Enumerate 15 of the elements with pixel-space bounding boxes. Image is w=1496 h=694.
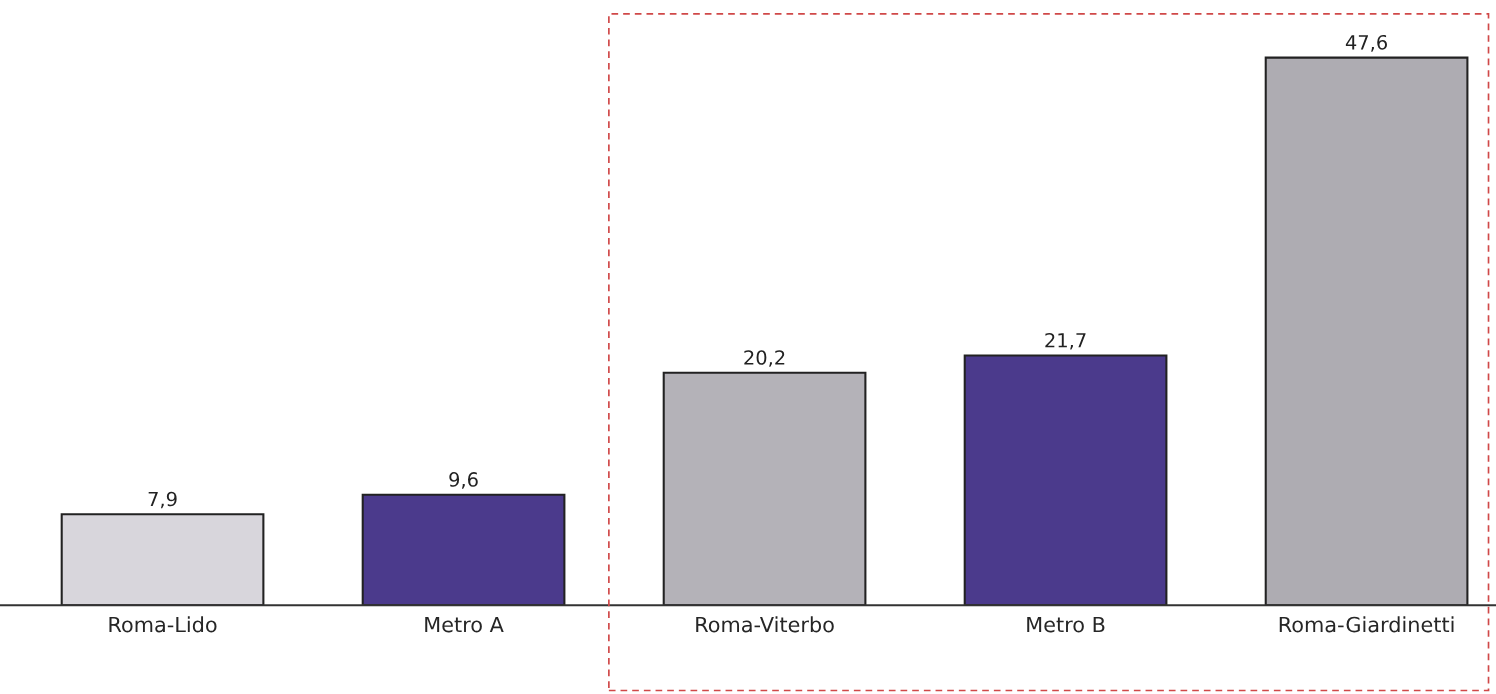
x-tick-label: Roma-Viterbo	[696, 616, 834, 633]
x-tick-label: Roma-Giardinetti	[1279, 616, 1454, 633]
bar	[662, 371, 867, 606]
data-label: 47,6	[1345, 34, 1387, 52]
x-tick-label: Metro A	[425, 616, 504, 633]
bar	[60, 513, 265, 606]
bar	[1264, 56, 1469, 606]
x-tick-label: Roma-Lido	[109, 616, 217, 633]
bar	[361, 493, 566, 606]
x-tick-label: Metro B	[1027, 616, 1105, 633]
data-label: 20,2	[744, 350, 785, 367]
data-label: 21,7	[1045, 332, 1086, 350]
data-label: 9,6	[449, 472, 478, 489]
data-label: 7,9	[148, 491, 177, 509]
bar	[963, 354, 1168, 606]
